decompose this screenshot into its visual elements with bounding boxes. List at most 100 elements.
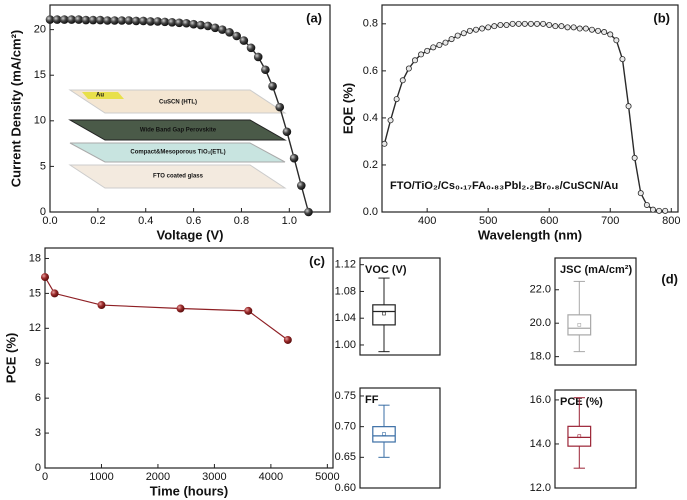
inset-label: Au xyxy=(96,93,104,99)
x-tick-label: 600 xyxy=(540,215,558,227)
data-point xyxy=(625,103,632,110)
y-tick-label: 20.0 xyxy=(530,317,551,329)
data-point xyxy=(74,15,84,24)
data-point xyxy=(189,19,198,29)
data-point xyxy=(239,36,249,45)
y-tick-label: 15 xyxy=(34,69,46,81)
x-tick-label: 1.0 xyxy=(282,215,297,227)
annotation: FTO/TiO₂/Cs₀.₁₇FA₀.₈₃PbI₂.₂Br₀.₈/CuSCN/A… xyxy=(390,180,618,192)
y-tick-label: 10 xyxy=(34,115,46,127)
box xyxy=(372,426,396,443)
data-point xyxy=(466,27,473,34)
mean xyxy=(382,311,386,316)
y-tick-label: 1.00 xyxy=(335,339,356,351)
inset-label: Wide Band Gap Perovskite xyxy=(140,128,217,134)
y-axis-label: PCE (%) xyxy=(3,333,18,384)
y-tick-label: 18.0 xyxy=(530,351,551,363)
y-tick-label: 22.0 xyxy=(530,284,551,296)
y-tick-label: 0.75 xyxy=(335,390,356,402)
y-axis-label: EQE (%) xyxy=(340,83,355,134)
mean xyxy=(382,432,386,436)
inset-label: CuSCN (HTL) xyxy=(159,100,197,106)
y-tick-label: 1.04 xyxy=(335,312,356,324)
x-tick-label: 800 xyxy=(662,215,680,227)
y-tick-label: 0.6 xyxy=(363,65,378,77)
data-point xyxy=(472,26,479,33)
plot-frame xyxy=(359,257,441,356)
data-point xyxy=(110,16,119,25)
data-point xyxy=(430,44,437,51)
y-tick-label: 1.12 xyxy=(335,259,356,271)
data-point xyxy=(552,23,559,30)
data-point xyxy=(503,21,510,28)
y-tick-label: 12 xyxy=(29,322,41,334)
data-point xyxy=(509,20,516,27)
data-point xyxy=(218,25,227,34)
y-tick-label: 0.60 xyxy=(335,482,356,494)
box xyxy=(567,425,592,447)
x-tick-label: 400 xyxy=(418,215,436,227)
data-point xyxy=(479,25,486,32)
mean xyxy=(577,434,582,439)
y-tick-label: 20 xyxy=(34,24,46,36)
y-tick-label: 0.8 xyxy=(363,18,378,30)
y-axis-label: Current Density (mA/cm²) xyxy=(8,30,23,187)
x-axis-label: Time (hours) xyxy=(150,483,229,498)
data-point xyxy=(60,15,69,24)
data-point xyxy=(160,17,170,27)
data-point xyxy=(196,20,206,30)
y-tick-label: 0.65 xyxy=(335,451,356,463)
layer-au xyxy=(82,92,124,99)
data-point xyxy=(546,21,553,28)
data-point xyxy=(139,16,148,26)
data-point xyxy=(424,47,431,54)
data-point xyxy=(460,30,467,37)
data-point xyxy=(448,36,455,43)
y-tick-label: 0.2 xyxy=(363,159,378,171)
data-point xyxy=(436,41,443,48)
x-tick-label: 500 xyxy=(479,215,497,227)
data-point xyxy=(282,127,292,137)
data-point xyxy=(393,96,400,103)
panel-title: FF xyxy=(365,394,379,406)
data-point xyxy=(619,56,626,63)
data-point xyxy=(304,207,313,217)
data-point xyxy=(41,273,49,282)
data-point xyxy=(418,51,425,58)
data-point xyxy=(595,27,602,34)
data-point xyxy=(88,15,98,25)
panel-label: (a) xyxy=(306,10,322,25)
x-tick-label: 1000 xyxy=(89,471,113,483)
mean xyxy=(577,323,582,327)
x-tick-label: 3000 xyxy=(202,471,226,483)
data-point xyxy=(174,18,184,28)
data-point xyxy=(582,25,589,32)
data-point xyxy=(153,17,162,26)
data-point xyxy=(515,20,522,27)
x-tick-label: 0.0 xyxy=(42,215,57,227)
x-axis-label: Voltage (V) xyxy=(157,227,224,242)
data-point xyxy=(261,65,270,75)
data-point xyxy=(454,32,461,39)
panel-title: PCE (%) xyxy=(560,396,603,408)
y-tick-label: 14.0 xyxy=(530,438,551,450)
panel-title: JSC (mA/cm²) xyxy=(560,264,632,276)
y-tick-label: 6 xyxy=(35,392,41,404)
data-point xyxy=(576,25,583,32)
panel-label: (b) xyxy=(653,10,670,25)
data-point xyxy=(81,15,91,25)
x-tick-label: 5000 xyxy=(315,471,339,483)
data-point xyxy=(225,28,234,37)
data-point xyxy=(275,102,285,112)
data-point xyxy=(399,77,406,84)
inset-label: FTO coated glass xyxy=(153,174,204,180)
data-point xyxy=(558,23,565,30)
data-point xyxy=(146,17,155,26)
x-tick-label: 0.6 xyxy=(186,215,201,227)
data-point xyxy=(601,29,608,36)
device-inset xyxy=(68,89,287,189)
data-point xyxy=(534,20,541,27)
data-point xyxy=(253,52,263,62)
box xyxy=(567,314,592,336)
